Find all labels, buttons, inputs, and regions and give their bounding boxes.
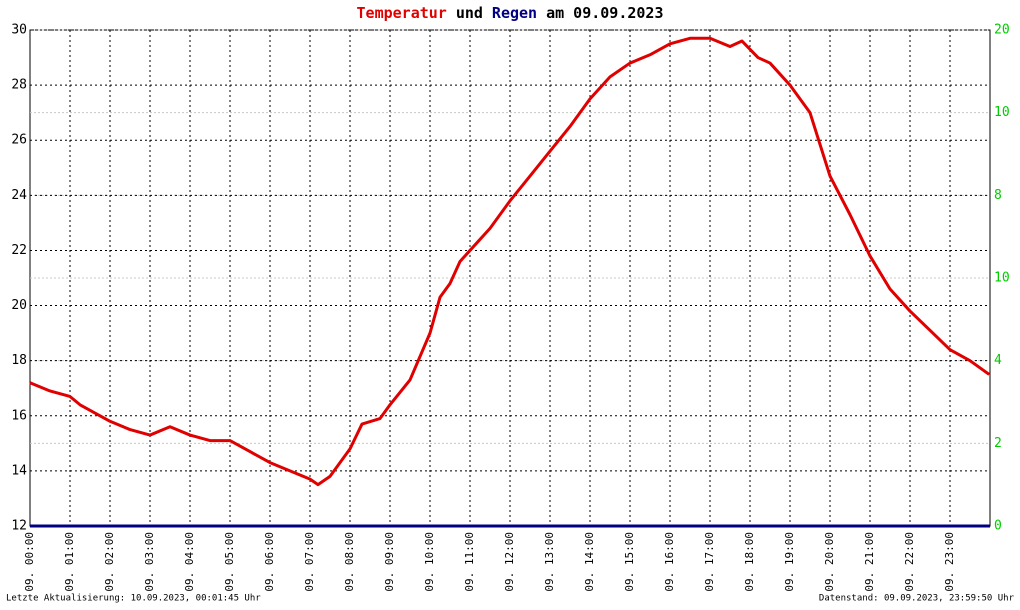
x-tick-label: 09. 19:00 (783, 532, 796, 592)
x-tick-label: 09. 21:00 (863, 532, 876, 592)
x-tick-label: 09. 13:00 (543, 532, 556, 592)
y2-tick-label: 10 (994, 271, 1010, 286)
x-tick-label: 09. 04:00 (183, 532, 196, 592)
x-tick-label: 09. 17:00 (703, 532, 716, 592)
x-tick-label: 09. 10:00 (423, 532, 436, 592)
x-tick-label: 09. 05:00 (223, 532, 236, 592)
x-tick-label: 09. 20:00 (823, 532, 836, 592)
footer-right: Datenstand: 09.09.2023, 23:59:50 Uhr (819, 594, 1015, 604)
y2-tick-label: 8 (994, 188, 1002, 203)
x-tick-label: 09. 00:00 (23, 532, 36, 592)
x-tick-label: 09. 23:00 (943, 532, 956, 592)
x-tick-label: 09. 14:00 (583, 532, 596, 592)
x-tick-label: 09. 15:00 (623, 532, 636, 592)
x-tick-label: 09. 18:00 (743, 532, 756, 592)
y-tick-label: 28 (11, 78, 27, 93)
footer-left: Letzte Aktualisierung: 10.09.2023, 00:01… (6, 594, 261, 604)
y-tick-label: 12 (11, 519, 27, 534)
series-line (29, 36, 991, 487)
title-part: Temperatur (357, 4, 447, 22)
y2-tick-label: 4 (994, 353, 1002, 368)
y-tick-label: 30 (11, 23, 27, 38)
y-tick-label: 16 (11, 408, 27, 423)
x-tick-label: 09. 22:00 (903, 532, 916, 592)
y-tick-label: 20 (11, 298, 27, 313)
x-tick-label: 09. 06:00 (263, 532, 276, 592)
title-part: am 09.09.2023 (546, 4, 663, 22)
x-tick-label: 09. 11:00 (463, 532, 476, 592)
x-tick-label: 09. 09:00 (383, 532, 396, 592)
x-tick-label: 09. 08:00 (343, 532, 356, 592)
x-tick-label: 09. 02:00 (103, 532, 116, 592)
y2-tick-label: 0 (994, 519, 1002, 534)
y2-tick-label: 20 (994, 23, 1010, 38)
x-tick-label: 09. 12:00 (503, 532, 516, 592)
y2-tick-label: 10 (994, 105, 1010, 120)
x-tick-label: 09. 03:00 (143, 532, 156, 592)
y-tick-label: 26 (11, 133, 27, 148)
y-tick-label: 14 (11, 463, 27, 478)
y-tick-label: 18 (11, 353, 27, 368)
x-tick-label: 09. 01:00 (63, 532, 76, 592)
chart-title: Temperatur und Regen am 09.09.2023 (357, 4, 664, 22)
title-part: Regen (492, 4, 537, 22)
title-part: und (456, 4, 483, 22)
y-tick-label: 22 (11, 243, 27, 258)
y2-tick-label: 2 (994, 436, 1002, 451)
x-tick-label: 09. 16:00 (663, 532, 676, 592)
x-tick-label: 09. 07:00 (303, 532, 316, 592)
y-tick-label: 24 (11, 188, 27, 203)
